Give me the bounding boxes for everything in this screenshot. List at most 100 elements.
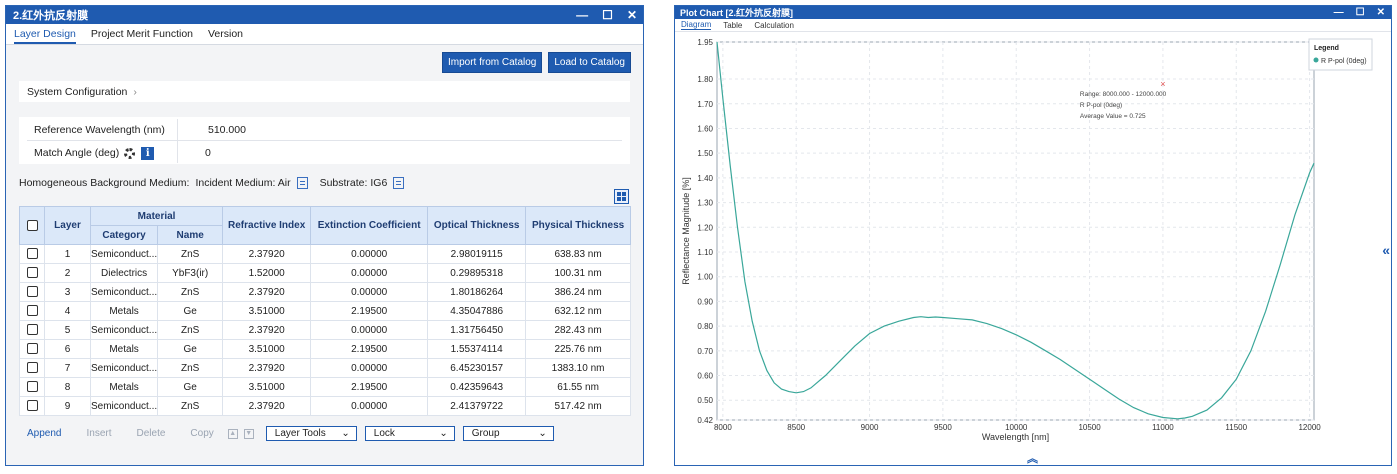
- cell-category[interactable]: Metals: [89, 377, 159, 397]
- cell-category[interactable]: Semiconduct...: [89, 396, 159, 416]
- cell-ri[interactable]: 2.37920: [222, 244, 312, 264]
- cell-ec[interactable]: 2.19500: [310, 301, 429, 321]
- cell-ri[interactable]: 2.37920: [222, 358, 312, 378]
- cell-name[interactable]: YbF3(ir): [157, 263, 224, 283]
- cell-category[interactable]: Metals: [89, 301, 159, 321]
- cell-ec[interactable]: 0.00000: [310, 320, 429, 340]
- cell-ri[interactable]: 3.51000: [222, 339, 312, 359]
- cell-name[interactable]: ZnS: [157, 244, 224, 264]
- cell-category[interactable]: Semiconduct...: [89, 320, 159, 340]
- table-row[interactable]: 8 Metals Ge 3.51000 2.19500 0.42359643 61.55 n…: [19, 377, 631, 397]
- window-titlebar[interactable]: 2.红外抗反射膜 — ☐ ✕: [6, 6, 643, 24]
- cell-ot[interactable]: 2.41379722: [427, 396, 527, 416]
- cell-layer[interactable]: 1: [44, 244, 91, 264]
- layer-tools-dropdown[interactable]: Layer Tools ⌄: [265, 426, 357, 441]
- cell-pt[interactable]: 282.43 nm: [525, 320, 631, 340]
- cell-ot[interactable]: 1.31756450: [427, 320, 527, 340]
- cell-category[interactable]: Semiconduct...: [89, 358, 159, 378]
- cell-ri[interactable]: 3.51000: [222, 301, 312, 321]
- row-checkbox[interactable]: [26, 248, 38, 260]
- match-angle-value[interactable]: 0: [205, 147, 211, 159]
- tab-version[interactable]: Version: [208, 28, 244, 40]
- cell-pt[interactable]: 517.42 nm: [525, 396, 631, 416]
- row-checkbox[interactable]: [26, 267, 38, 279]
- minimize-icon[interactable]: —: [576, 8, 589, 22]
- cell-ri[interactable]: 2.37920: [222, 396, 312, 416]
- collapse-left-icon[interactable]: «: [1382, 242, 1390, 258]
- window-titlebar[interactable]: Plot Chart [2.红外抗反射膜] — ☐ ✕: [675, 6, 1391, 19]
- cell-name[interactable]: ZnS: [157, 320, 224, 340]
- table-row[interactable]: 7 Semiconduct... ZnS 2.37920 0.00000 6.452301…: [19, 358, 631, 378]
- group-dropdown[interactable]: Group ⌄: [462, 426, 554, 441]
- close-icon[interactable]: ✕: [1376, 7, 1385, 18]
- close-icon[interactable]: ✕: [626, 8, 637, 22]
- cell-ot[interactable]: 2.98019115: [427, 244, 527, 264]
- row-checkbox[interactable]: [26, 362, 38, 374]
- cell-layer[interactable]: 3: [44, 282, 91, 302]
- cell-name[interactable]: Ge: [157, 301, 224, 321]
- minimize-icon[interactable]: —: [1333, 7, 1344, 18]
- row-select-cell[interactable]: [19, 358, 45, 378]
- row-select-cell[interactable]: [19, 301, 45, 321]
- tab-calculation[interactable]: Calculation: [754, 20, 794, 30]
- row-checkbox[interactable]: [26, 400, 38, 412]
- table-row[interactable]: 2 Dielectrics YbF3(ir) 1.52000 0.00000 0.2989…: [19, 263, 631, 283]
- select-all-checkbox[interactable]: [26, 219, 38, 231]
- row-select-cell[interactable]: [19, 320, 45, 340]
- cell-name[interactable]: ZnS: [157, 396, 224, 416]
- cell-category[interactable]: Semiconduct...: [89, 282, 159, 302]
- select-all-header[interactable]: [19, 206, 45, 245]
- row-checkbox[interactable]: [26, 286, 38, 298]
- cell-pt[interactable]: 61.55 nm: [525, 377, 631, 397]
- cell-ot[interactable]: 6.45230157: [427, 358, 527, 378]
- tab-table[interactable]: Table: [723, 20, 743, 30]
- cell-layer[interactable]: 5: [44, 320, 91, 340]
- cell-ec[interactable]: 0.00000: [310, 282, 429, 302]
- cell-layer[interactable]: 2: [44, 263, 91, 283]
- cell-ec[interactable]: 0.00000: [310, 396, 429, 416]
- move-up-icon[interactable]: ▲: [227, 428, 238, 439]
- cell-name[interactable]: ZnS: [157, 282, 224, 302]
- cell-ot[interactable]: 0.42359643: [427, 377, 527, 397]
- cell-layer[interactable]: 8: [44, 377, 91, 397]
- cell-pt[interactable]: 225.76 nm: [525, 339, 631, 359]
- row-select-cell[interactable]: [19, 377, 45, 397]
- cell-ri[interactable]: 2.37920: [222, 320, 312, 340]
- row-select-cell[interactable]: [19, 282, 45, 302]
- row-select-cell[interactable]: [19, 339, 45, 359]
- cell-pt[interactable]: 386.24 nm: [525, 282, 631, 302]
- row-checkbox[interactable]: [26, 343, 38, 355]
- cell-ec[interactable]: 2.19500: [310, 339, 429, 359]
- info-icon[interactable]: i: [141, 146, 155, 160]
- lock-dropdown[interactable]: Lock ⌄: [364, 426, 455, 441]
- table-row[interactable]: 1 Semiconduct... ZnS 2.37920 0.00000 2.980191…: [19, 244, 631, 264]
- cell-pt[interactable]: 100.31 nm: [525, 263, 631, 283]
- tab-diagram[interactable]: Diagram: [681, 20, 712, 30]
- append-button[interactable]: Append: [27, 428, 62, 439]
- edit-incident-icon[interactable]: [296, 177, 308, 189]
- cell-category[interactable]: Dielectrics: [89, 263, 159, 283]
- cell-ot[interactable]: 0.29895318: [427, 263, 527, 283]
- column-settings-icon[interactable]: [614, 189, 629, 204]
- cell-name[interactable]: ZnS: [157, 358, 224, 378]
- edit-substrate-icon[interactable]: [393, 177, 405, 189]
- cell-ot[interactable]: 1.55374114: [427, 339, 527, 359]
- cell-pt[interactable]: 638.83 nm: [525, 244, 631, 264]
- maximize-icon[interactable]: ☐: [1355, 7, 1365, 18]
- cell-ec[interactable]: 2.19500: [310, 377, 429, 397]
- table-row[interactable]: 3 Semiconduct... ZnS 2.37920 0.00000 1.801862…: [19, 282, 631, 302]
- delete-button[interactable]: Delete: [136, 428, 166, 439]
- maximize-icon[interactable]: ☐: [602, 8, 613, 22]
- row-select-cell[interactable]: [19, 396, 45, 416]
- cell-layer[interactable]: 4: [44, 301, 91, 321]
- move-down-icon[interactable]: ▼: [243, 428, 254, 439]
- cell-ri[interactable]: 2.37920: [222, 282, 312, 302]
- import-from-catalog-button[interactable]: Import from Catalog: [442, 52, 543, 73]
- cell-name[interactable]: Ge: [157, 377, 224, 397]
- cell-ot[interactable]: 4.35047886: [427, 301, 527, 321]
- cell-category[interactable]: Semiconduct...: [89, 244, 159, 264]
- table-row[interactable]: 9 Semiconduct... ZnS 2.37920 0.00000 2.413797…: [19, 396, 631, 416]
- table-row[interactable]: 5 Semiconduct... ZnS 2.37920 0.00000 1.317564…: [19, 320, 631, 340]
- row-checkbox[interactable]: [26, 305, 38, 317]
- cell-ec[interactable]: 0.00000: [310, 244, 429, 264]
